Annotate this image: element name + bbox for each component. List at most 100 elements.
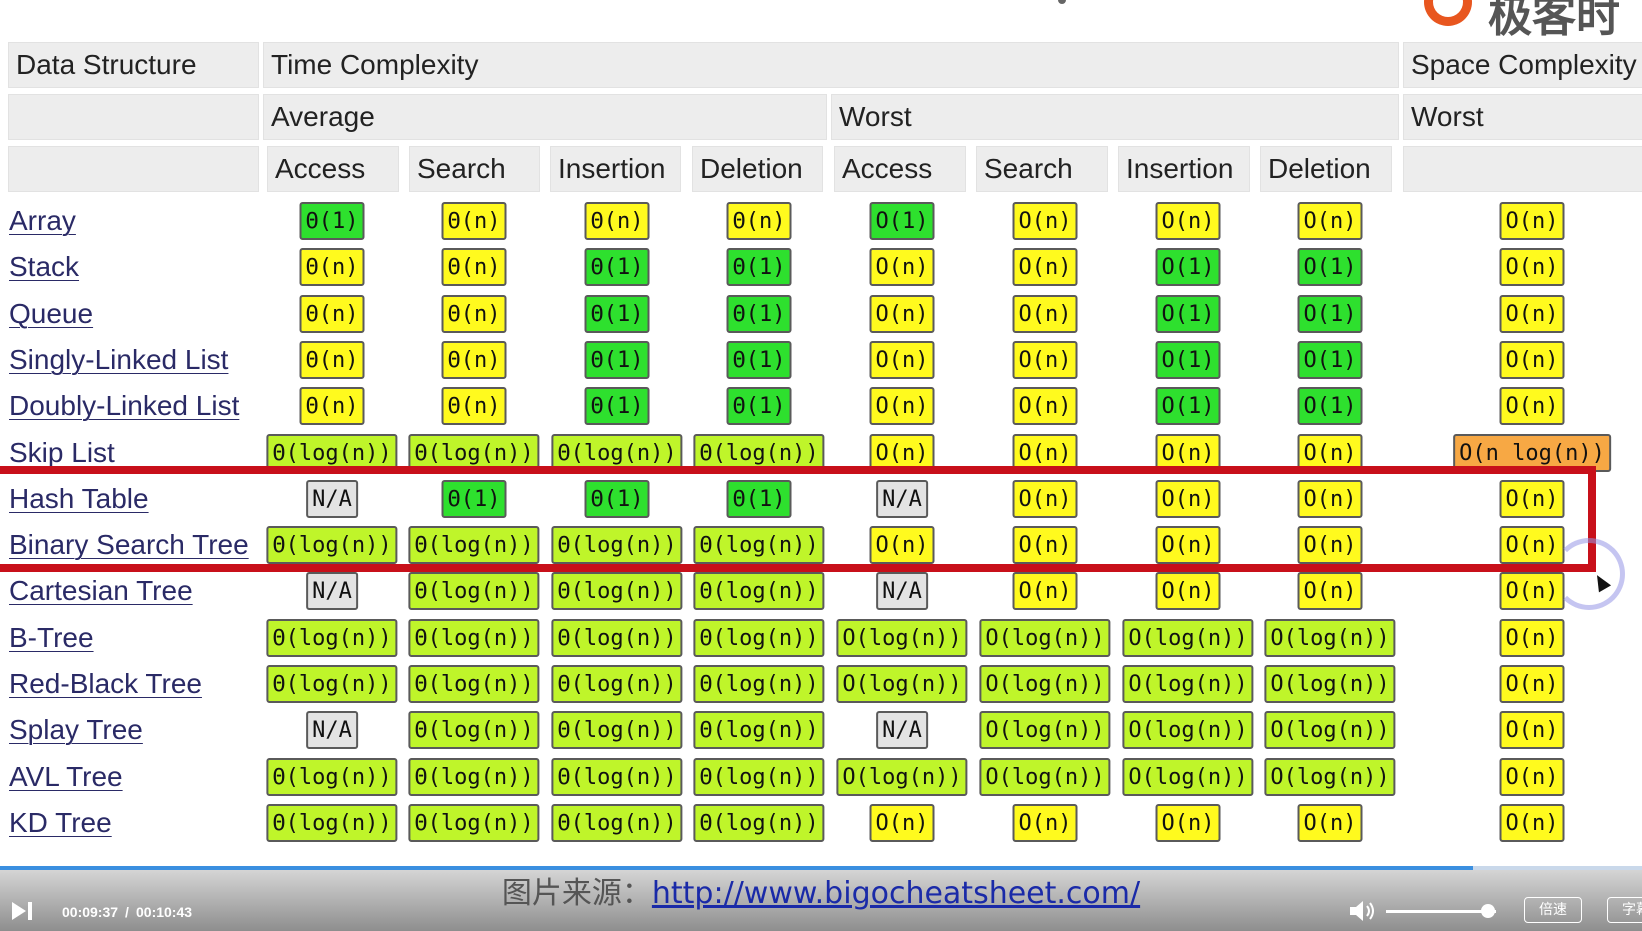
header-operation: Search bbox=[409, 146, 540, 192]
complexity-badge: O(n) bbox=[869, 433, 935, 472]
row-label[interactable]: Queue bbox=[9, 297, 94, 329]
complexity-badge: Θ(n) bbox=[441, 340, 507, 379]
playback-speed-button[interactable]: 倍速 bbox=[1524, 897, 1582, 923]
complexity-badge: O(n log(n)) bbox=[1453, 433, 1611, 472]
loading-spinner-icon bbox=[1553, 538, 1625, 610]
row-label[interactable]: Red-Black Tree bbox=[9, 668, 202, 699]
complexity-badge: O(log(n)) bbox=[1264, 618, 1396, 657]
complexity-badge: O(n) bbox=[1499, 803, 1565, 842]
complexity-badge: O(n) bbox=[869, 387, 935, 426]
complexity-badge: O(log(n)) bbox=[836, 665, 968, 703]
row-label[interactable]: AVL Tree bbox=[9, 760, 123, 792]
complexity-badge: O(n) bbox=[1297, 526, 1363, 565]
complexity-badge: O(1) bbox=[1297, 294, 1363, 333]
header-operation: Search bbox=[976, 146, 1108, 192]
row-label[interactable]: Cartesian Tree bbox=[9, 575, 193, 607]
complexity-badge: Θ(log(n)) bbox=[408, 526, 540, 565]
complexity-badge: O(log(n)) bbox=[1122, 711, 1254, 750]
complexity-badge: Θ(n) bbox=[441, 202, 507, 240]
row-label[interactable]: B-Tree bbox=[9, 621, 94, 653]
complexity-badge: O(n) bbox=[869, 803, 935, 842]
complexity-badge: Θ(n) bbox=[299, 248, 365, 287]
complexity-badge: O(1) bbox=[1297, 248, 1363, 287]
complexity-badge: Θ(log(n)) bbox=[408, 665, 540, 703]
complexity-badge: O(n) bbox=[1012, 340, 1078, 379]
complexity-badge: Θ(log(n)) bbox=[693, 711, 825, 750]
complexity-badge: O(n) bbox=[1297, 202, 1363, 240]
complexity-badge: O(n) bbox=[1012, 387, 1078, 426]
row-label[interactable]: Splay Tree bbox=[9, 714, 143, 746]
volume-slider[interactable] bbox=[1386, 910, 1496, 913]
complexity-badge: Θ(log(n)) bbox=[551, 803, 683, 842]
complexity-badge: N/A bbox=[306, 572, 358, 611]
complexity-badge: Θ(1) bbox=[584, 248, 650, 287]
complexity-badge: O(1) bbox=[1155, 387, 1221, 426]
complexity-badge: O(n) bbox=[1155, 433, 1221, 472]
row-label[interactable]: Skip List bbox=[9, 436, 115, 468]
row-label[interactable]: Stack bbox=[9, 251, 80, 283]
source-link[interactable]: http://www.bigocheatsheet.com/ bbox=[651, 876, 1141, 911]
complexity-badge: O(n) bbox=[1012, 294, 1078, 333]
complexity-badge: O(log(n)) bbox=[1122, 618, 1254, 657]
complexity-badge: O(n) bbox=[1499, 526, 1565, 565]
complexity-badge: Θ(log(n)) bbox=[408, 803, 540, 842]
speaker-icon[interactable] bbox=[1350, 900, 1378, 927]
complexity-badge: O(n) bbox=[1012, 479, 1078, 518]
video-progress-fill bbox=[0, 866, 1473, 870]
subtitle-button[interactable]: 字幕 bbox=[1607, 897, 1642, 923]
video-progress-bar[interactable] bbox=[0, 866, 1642, 870]
complexity-badge: O(n) bbox=[1297, 433, 1363, 472]
play-next-icon[interactable] bbox=[12, 902, 34, 925]
complexity-badge: O(n) bbox=[1499, 202, 1565, 240]
complexity-badge: N/A bbox=[876, 711, 928, 750]
complexity-badge: Θ(1) bbox=[299, 202, 365, 240]
volume-slider-knob[interactable] bbox=[1481, 904, 1495, 918]
complexity-badge: O(log(n)) bbox=[1122, 665, 1254, 703]
row-label[interactable]: Doubly-Linked List bbox=[9, 390, 240, 422]
row-label[interactable]: KD Tree bbox=[9, 806, 112, 838]
row-label[interactable]: Singly-Linked List bbox=[9, 343, 229, 375]
complexity-badge: O(n) bbox=[1012, 433, 1078, 472]
current-time: 00:09:37 bbox=[62, 904, 119, 920]
video-control-bar bbox=[0, 868, 1642, 931]
complexity-badge: O(n) bbox=[869, 294, 935, 333]
complexity-badge: O(n) bbox=[1155, 526, 1221, 565]
complexity-badge: Θ(log(n)) bbox=[551, 757, 683, 796]
complexity-badge: Θ(1) bbox=[726, 248, 792, 287]
header-blank bbox=[1403, 146, 1642, 192]
header-operation: Access bbox=[834, 146, 966, 192]
complexity-badge: O(1) bbox=[869, 202, 935, 240]
complexity-badge: Θ(log(n)) bbox=[408, 757, 540, 796]
complexity-badge: O(n) bbox=[1297, 803, 1363, 842]
complexity-badge: Θ(n) bbox=[299, 387, 365, 426]
complexity-badge: O(1) bbox=[1297, 387, 1363, 426]
complexity-badge: Θ(log(n)) bbox=[551, 665, 683, 703]
complexity-badge: O(n) bbox=[1499, 479, 1565, 518]
complexity-badge: O(n) bbox=[1499, 618, 1565, 657]
image-source-caption: 图片来源：http://www.bigocheatsheet.com/ bbox=[0, 868, 1642, 912]
complexity-badge: Θ(log(n)) bbox=[551, 618, 683, 657]
complexity-badge: Θ(log(n)) bbox=[693, 572, 825, 611]
header-operation: Insertion bbox=[1118, 146, 1250, 192]
header-blank bbox=[8, 146, 259, 192]
complexity-badge: O(log(n)) bbox=[979, 711, 1111, 750]
complexity-badge: Θ(log(n)) bbox=[551, 526, 683, 565]
complexity-badge: O(n) bbox=[1499, 665, 1565, 703]
header-operation: Insertion bbox=[550, 146, 681, 192]
header-space-worst: Worst bbox=[1403, 94, 1642, 140]
complexity-badge: Θ(log(n)) bbox=[408, 618, 540, 657]
complexity-badge: O(n) bbox=[1012, 248, 1078, 287]
complexity-badge: Θ(1) bbox=[584, 387, 650, 426]
row-label[interactable]: Array bbox=[9, 205, 76, 236]
complexity-badge: Θ(log(n)) bbox=[551, 711, 683, 750]
row-label[interactable]: Binary Search Tree bbox=[9, 529, 249, 561]
complexity-badge: O(log(n)) bbox=[836, 757, 968, 796]
complexity-badge: O(n) bbox=[1012, 803, 1078, 842]
logo-icon bbox=[1424, 0, 1472, 26]
complexity-badge: O(n) bbox=[1297, 479, 1363, 518]
complexity-badge: O(n) bbox=[1499, 711, 1565, 750]
complexity-badge: Θ(n) bbox=[584, 202, 650, 240]
row-label[interactable]: Hash Table bbox=[9, 482, 149, 514]
complexity-badge: O(1) bbox=[1155, 340, 1221, 379]
header-space-complexity: Space Complexity bbox=[1403, 42, 1642, 88]
